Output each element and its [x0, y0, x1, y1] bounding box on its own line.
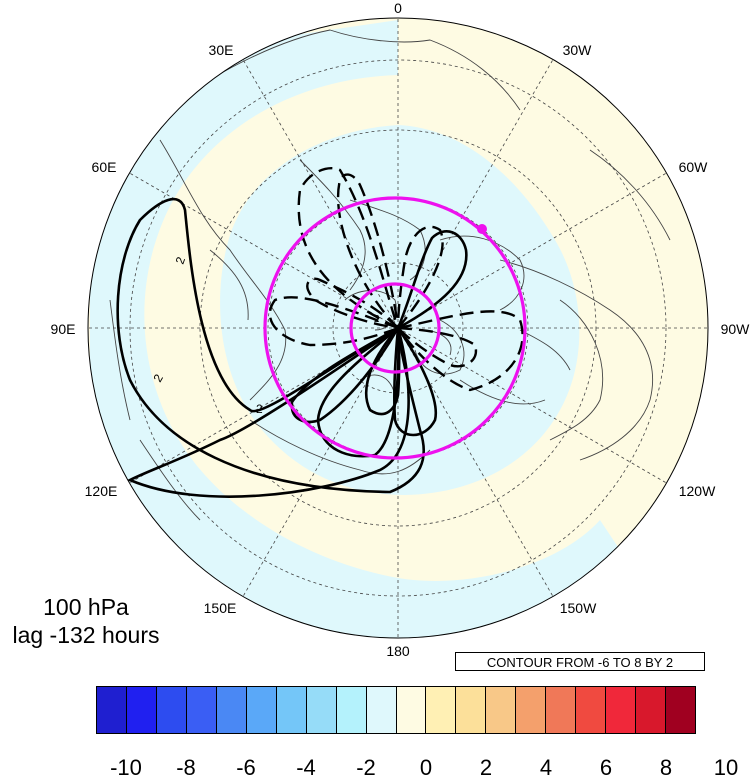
lon-label-90e: 90E: [50, 321, 76, 337]
colorbar-box: [246, 687, 277, 733]
colorbar-box: [396, 687, 427, 733]
colorbar-box: [576, 687, 607, 733]
colorbar-box: [366, 687, 397, 733]
lon-label-90w: 90W: [720, 321, 750, 337]
colorbar-tick-label: 4: [539, 755, 553, 780]
colorbar-box: [216, 687, 247, 733]
negative-contours: [268, 167, 524, 392]
lon-label-30e: 30E: [208, 42, 234, 58]
reference-point: [477, 224, 487, 234]
contour-label: 2: [256, 402, 263, 416]
colorbar-box: [546, 687, 577, 733]
lon-label-120w: 120W: [678, 483, 716, 499]
colorbar-box: [306, 687, 337, 733]
colorbar-box: [156, 687, 187, 733]
lon-label-30w: 30W: [562, 42, 592, 58]
colorbar-tick-label: -4: [296, 755, 316, 780]
positive-contours: [116, 197, 438, 498]
map-border: [87, 17, 709, 639]
colorbar-tick-label: 6: [599, 755, 613, 780]
colorbar-box: [516, 687, 547, 733]
reference-circle-outer: [263, 196, 527, 460]
contour-label: 2: [173, 255, 189, 266]
colorbar-box: [126, 687, 157, 733]
contour-label: 2: [374, 314, 380, 325]
colorbar-tick-label: -10: [110, 755, 142, 780]
contour-north-lobe: [396, 230, 468, 330]
lon-label-60w: 60W: [678, 159, 708, 175]
colorbar-box: [606, 687, 637, 733]
lon-label-0: 0: [394, 0, 402, 16]
lon-label-180: 180: [386, 643, 410, 659]
colorbar-box: [426, 687, 457, 733]
colorbar-box: [276, 687, 307, 733]
colorbar-tick-label: 2: [479, 755, 493, 780]
colorbar-box: [97, 687, 127, 733]
colorbar-box: [186, 687, 217, 733]
colorbar-tick-label: 10: [713, 755, 739, 780]
colorbar-box: [486, 687, 517, 733]
lon-label-150e: 150E: [203, 600, 237, 616]
colorbar-tick-label: -2: [356, 755, 376, 780]
contour-info-box: CONTOUR FROM -6 TO 8 BY 2: [455, 652, 705, 671]
coastlines: [109, 29, 671, 521]
pressure-level-label: 100 hPa: [43, 594, 129, 620]
negative-shading-region: [90, 20, 640, 638]
lag-label: lag -132 hours: [12, 622, 160, 648]
colorbar-tick-label: -6: [236, 755, 256, 780]
lon-label-60e: 60E: [91, 159, 117, 175]
lon-label-150w: 150W: [559, 600, 597, 616]
colorbar: [96, 686, 696, 734]
meridians: [88, 18, 708, 638]
reference-circle-inner: [349, 282, 441, 374]
colorbar-tick-label: 0: [419, 755, 433, 780]
colorbar-box: [666, 687, 696, 733]
colorbar-tick-label: -8: [176, 755, 196, 780]
colorbar-box: [336, 687, 367, 733]
lon-label-120e: 120E: [84, 483, 118, 499]
colorbar-box: [636, 687, 667, 733]
colorbar-tick-label: 8: [659, 755, 673, 780]
colorbar-box: [456, 687, 487, 733]
